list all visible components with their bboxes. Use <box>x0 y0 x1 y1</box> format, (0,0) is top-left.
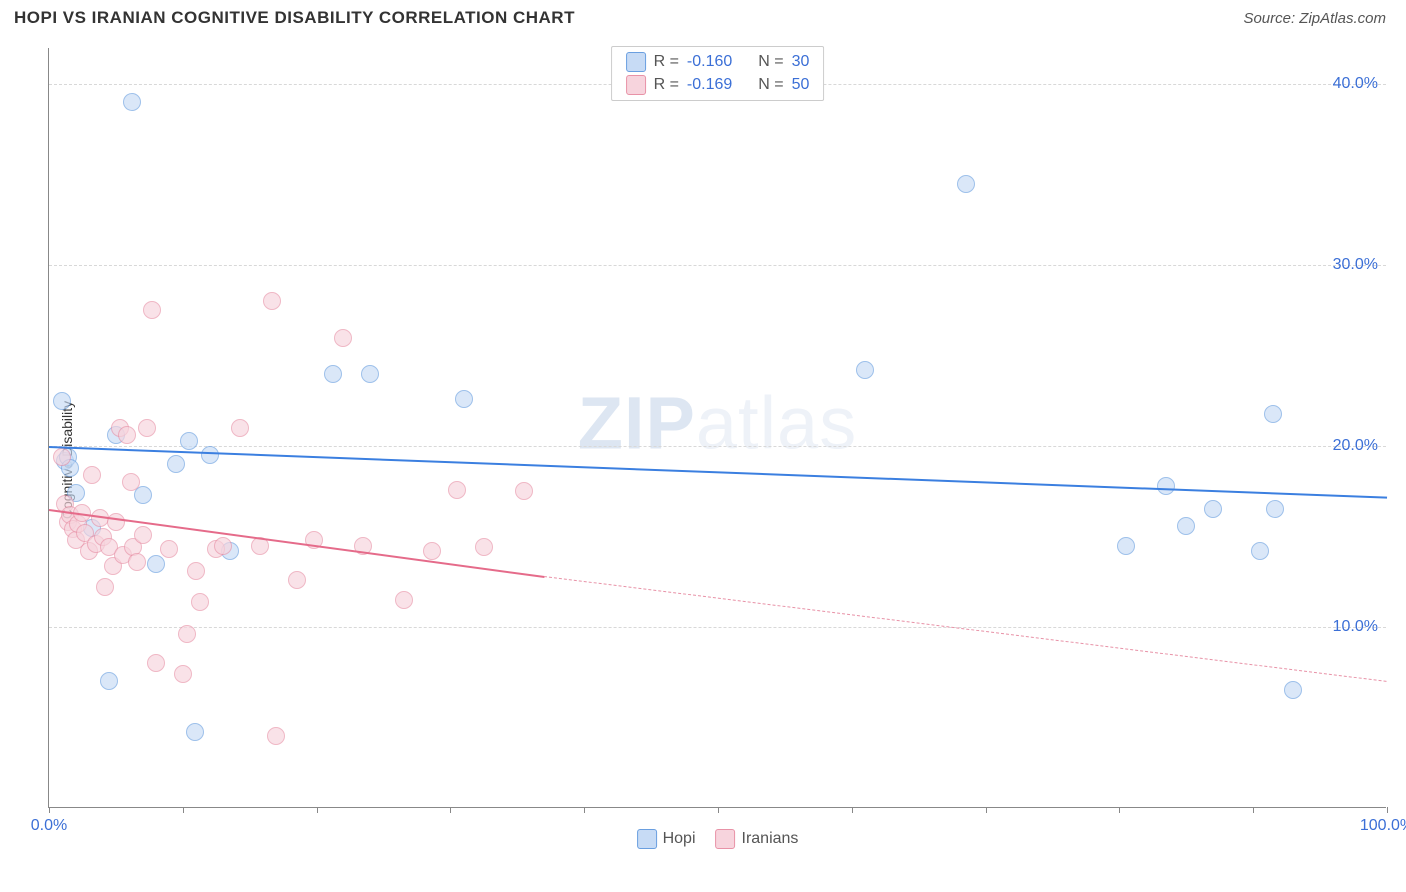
data-point <box>53 448 71 466</box>
data-point <box>122 473 140 491</box>
data-point <box>1264 405 1282 423</box>
data-point <box>1284 681 1302 699</box>
y-tick-label: 20.0% <box>1333 437 1378 455</box>
legend-series: Hopi Iranians <box>637 829 799 849</box>
x-tick <box>183 807 184 813</box>
data-point <box>118 426 136 444</box>
data-point <box>856 361 874 379</box>
data-point <box>147 654 165 672</box>
legend-item: Iranians <box>715 829 798 849</box>
watermark-thin: atlas <box>696 381 857 464</box>
data-point <box>475 538 493 556</box>
y-tick-label: 10.0% <box>1333 618 1378 636</box>
data-point <box>263 292 281 310</box>
data-point <box>83 466 101 484</box>
x-tick-label: 100.0% <box>1360 817 1406 835</box>
legend-label: Iranians <box>741 830 798 848</box>
data-point <box>201 446 219 464</box>
r-label: R = <box>654 53 679 71</box>
r-value: -0.160 <box>687 53 732 71</box>
watermark: ZIPatlas <box>578 380 857 465</box>
gridline-h <box>49 627 1386 628</box>
watermark-bold: ZIP <box>578 381 696 464</box>
legend-stats: R = -0.160 N = 30 R = -0.169 N = 50 <box>611 46 825 101</box>
data-point <box>174 665 192 683</box>
data-point <box>361 365 379 383</box>
x-tick <box>584 807 585 813</box>
data-point <box>167 455 185 473</box>
data-point <box>191 593 209 611</box>
data-point <box>231 419 249 437</box>
trend-line <box>544 576 1387 682</box>
data-point <box>123 93 141 111</box>
gridline-h <box>49 265 1386 266</box>
x-tick <box>852 807 853 813</box>
legend-swatch <box>626 52 646 72</box>
legend-stats-row: R = -0.160 N = 30 <box>626 52 810 72</box>
data-point <box>423 542 441 560</box>
legend-swatch <box>637 829 657 849</box>
data-point <box>448 481 466 499</box>
legend-stats-row: R = -0.169 N = 50 <box>626 75 810 95</box>
data-point <box>180 432 198 450</box>
source-label: Source: ZipAtlas.com <box>1243 10 1386 27</box>
x-tick <box>49 807 50 813</box>
x-tick <box>718 807 719 813</box>
n-value: 50 <box>792 76 810 94</box>
trend-line <box>49 509 544 578</box>
data-point <box>1204 500 1222 518</box>
data-point <box>334 329 352 347</box>
data-point <box>160 540 178 558</box>
data-point <box>324 365 342 383</box>
data-point <box>214 537 232 555</box>
data-point <box>1266 500 1284 518</box>
data-point <box>53 392 71 410</box>
data-point <box>1251 542 1269 560</box>
n-label: N = <box>758 53 783 71</box>
data-point <box>107 513 125 531</box>
x-tick <box>450 807 451 813</box>
data-point <box>187 562 205 580</box>
y-tick-label: 40.0% <box>1333 75 1378 93</box>
data-point <box>395 591 413 609</box>
x-tick <box>1119 807 1120 813</box>
data-point <box>186 723 204 741</box>
x-tick <box>317 807 318 813</box>
data-point <box>288 571 306 589</box>
data-point <box>1177 517 1195 535</box>
data-point <box>134 526 152 544</box>
data-point <box>178 625 196 643</box>
x-tick <box>1387 807 1388 813</box>
data-point <box>147 555 165 573</box>
data-point <box>455 390 473 408</box>
data-point <box>96 578 114 596</box>
data-point <box>267 727 285 745</box>
data-point <box>957 175 975 193</box>
x-tick <box>1253 807 1254 813</box>
gridline-h <box>49 446 1386 447</box>
x-tick <box>986 807 987 813</box>
r-label: R = <box>654 76 679 94</box>
n-value: 30 <box>792 53 810 71</box>
chart-container: Cognitive Disability ZIPatlas 10.0%20.0%… <box>14 40 1392 880</box>
x-tick-label: 0.0% <box>31 817 67 835</box>
plot-area: ZIPatlas 10.0%20.0%30.0%40.0%0.0%100.0%R… <box>48 48 1386 808</box>
legend-swatch <box>715 829 735 849</box>
data-point <box>515 482 533 500</box>
trend-line <box>49 446 1387 499</box>
data-point <box>138 419 156 437</box>
data-point <box>100 672 118 690</box>
data-point <box>1117 537 1135 555</box>
legend-label: Hopi <box>663 830 696 848</box>
data-point <box>128 553 146 571</box>
r-value: -0.169 <box>687 76 732 94</box>
n-label: N = <box>758 76 783 94</box>
legend-item: Hopi <box>637 829 696 849</box>
y-tick-label: 30.0% <box>1333 256 1378 274</box>
legend-swatch <box>626 75 646 95</box>
data-point <box>1157 477 1175 495</box>
chart-title: HOPI VS IRANIAN COGNITIVE DISABILITY COR… <box>14 8 575 28</box>
data-point <box>143 301 161 319</box>
